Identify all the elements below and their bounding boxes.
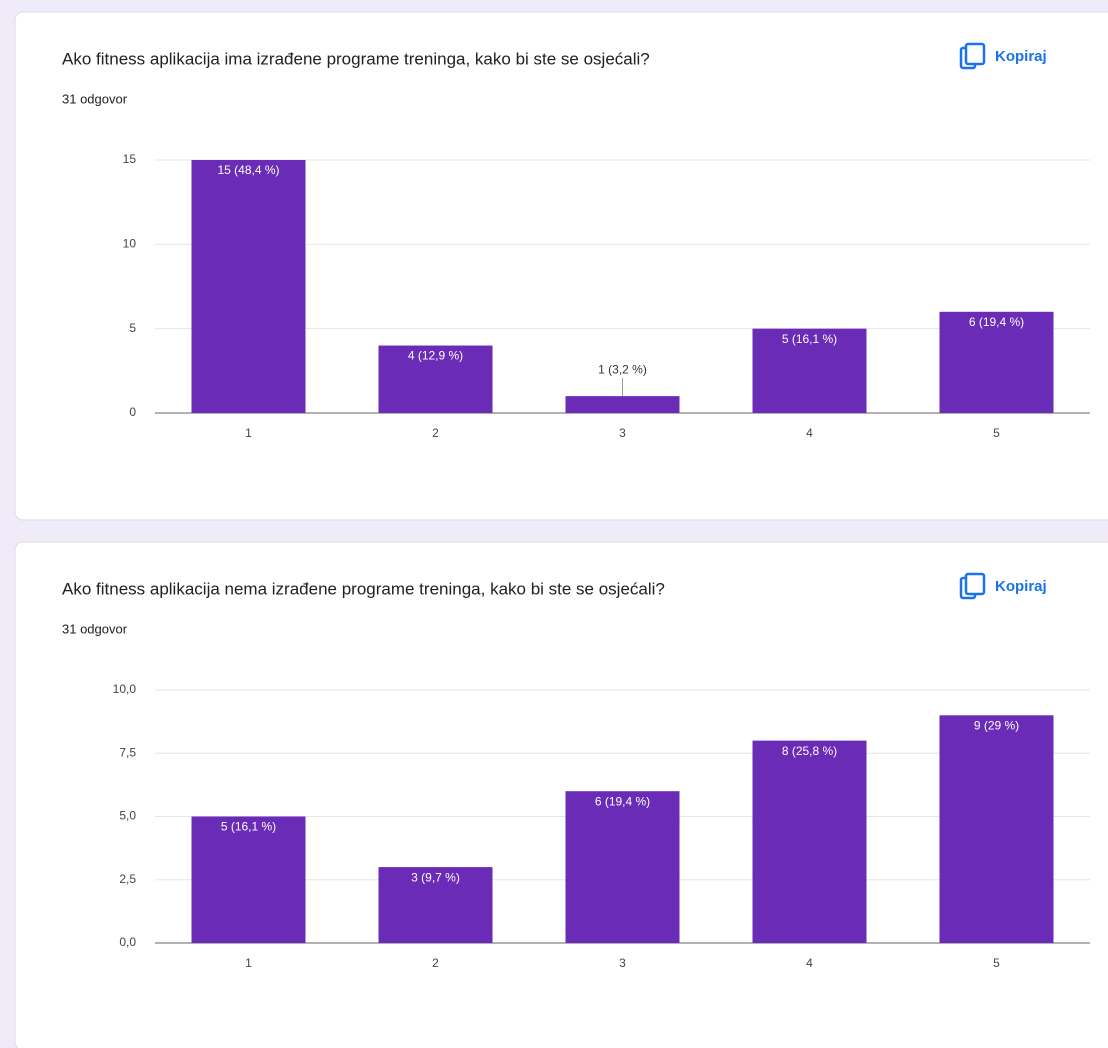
data-label: 3 (9,7 %) <box>411 870 460 884</box>
copy-icon-front[interactable] <box>964 42 986 66</box>
bar <box>939 311 1054 413</box>
x-tick-label: 4 <box>806 956 813 970</box>
x-tick-label: 5 <box>993 426 1000 440</box>
y-tick-label: 5 <box>129 321 136 335</box>
data-label: 9 (29 %) <box>974 718 1019 732</box>
y-tick-label: 15 <box>123 152 137 166</box>
x-tick-label: 1 <box>245 956 252 970</box>
bar <box>939 715 1054 943</box>
response-count: 31 odgovor <box>62 91 128 106</box>
y-tick-label: 10 <box>123 237 137 251</box>
question-title: Ako fitness aplikacija nema izrađene pro… <box>62 579 665 598</box>
x-tick-label: 1 <box>245 426 252 440</box>
data-label: 15 (48,4 %) <box>217 163 279 177</box>
x-tick-label: 5 <box>993 956 1000 970</box>
y-tick-label: 0,0 <box>119 935 136 949</box>
bar <box>565 791 680 943</box>
y-tick-label: 10,0 <box>113 682 137 696</box>
data-label: 6 (19,4 %) <box>969 315 1024 329</box>
x-tick-label: 2 <box>432 426 439 440</box>
data-label: 4 (12,9 %) <box>408 349 463 363</box>
bar <box>378 867 493 943</box>
bar <box>752 328 867 413</box>
y-tick-label: 2,5 <box>119 872 136 886</box>
question-title: Ako fitness aplikacija ima izrađene prog… <box>62 49 650 68</box>
copy-icon-front[interactable] <box>964 572 986 596</box>
card <box>14 11 1108 521</box>
response-count: 31 odgovor <box>62 621 128 636</box>
y-tick-label: 0 <box>129 405 136 419</box>
bar <box>752 740 867 943</box>
bar <box>565 396 680 413</box>
y-tick-label: 5,0 <box>119 809 136 823</box>
data-label: 8 (25,8 %) <box>782 744 837 758</box>
bar <box>191 816 306 943</box>
data-label: 6 (19,4 %) <box>595 794 650 808</box>
data-label: 1 (3,2 %) <box>598 362 647 376</box>
x-tick-label: 4 <box>806 426 813 440</box>
copy-button[interactable]: Kopiraj <box>995 48 1047 65</box>
x-tick-label: 2 <box>432 956 439 970</box>
x-tick-label: 3 <box>619 956 626 970</box>
data-label: 5 (16,1 %) <box>221 820 276 834</box>
copy-button[interactable]: Kopiraj <box>995 578 1047 595</box>
bar <box>191 160 306 413</box>
x-tick-label: 3 <box>619 426 626 440</box>
bar <box>378 345 493 413</box>
data-label: 5 (16,1 %) <box>782 332 837 346</box>
y-tick-label: 7,5 <box>119 745 136 759</box>
